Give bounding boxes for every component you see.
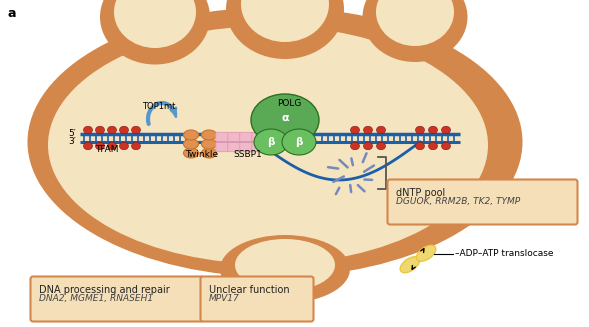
Ellipse shape bbox=[120, 126, 128, 134]
Text: SSBP1: SSBP1 bbox=[234, 150, 262, 159]
Ellipse shape bbox=[48, 26, 488, 264]
Ellipse shape bbox=[376, 142, 385, 150]
FancyBboxPatch shape bbox=[31, 277, 204, 321]
Ellipse shape bbox=[241, 0, 329, 42]
Ellipse shape bbox=[350, 126, 359, 134]
Ellipse shape bbox=[201, 148, 217, 158]
Ellipse shape bbox=[131, 126, 141, 134]
FancyBboxPatch shape bbox=[264, 132, 276, 142]
Text: 3′: 3′ bbox=[68, 137, 76, 146]
Ellipse shape bbox=[201, 130, 217, 140]
FancyBboxPatch shape bbox=[252, 142, 264, 152]
FancyBboxPatch shape bbox=[264, 142, 276, 152]
Text: DGUOK, RRM2B, TK2, TYMP: DGUOK, RRM2B, TK2, TYMP bbox=[396, 197, 520, 206]
Ellipse shape bbox=[235, 239, 335, 291]
FancyBboxPatch shape bbox=[388, 180, 577, 225]
Ellipse shape bbox=[416, 245, 436, 261]
Ellipse shape bbox=[184, 148, 198, 158]
Ellipse shape bbox=[363, 142, 372, 150]
Ellipse shape bbox=[413, 255, 423, 263]
Ellipse shape bbox=[131, 142, 141, 150]
Text: –ADP–ATP translocase: –ADP–ATP translocase bbox=[455, 250, 554, 259]
Text: β: β bbox=[267, 137, 274, 147]
Text: Unclear function: Unclear function bbox=[209, 285, 290, 295]
Ellipse shape bbox=[362, 0, 468, 62]
FancyBboxPatch shape bbox=[200, 277, 313, 321]
Ellipse shape bbox=[415, 126, 425, 134]
Text: MPV17: MPV17 bbox=[209, 294, 240, 303]
Ellipse shape bbox=[100, 0, 210, 64]
Ellipse shape bbox=[350, 142, 359, 150]
Ellipse shape bbox=[376, 0, 454, 46]
Text: β: β bbox=[295, 137, 303, 147]
Ellipse shape bbox=[184, 139, 198, 149]
FancyBboxPatch shape bbox=[216, 132, 228, 142]
Ellipse shape bbox=[400, 257, 419, 273]
FancyBboxPatch shape bbox=[216, 142, 228, 152]
Ellipse shape bbox=[415, 142, 425, 150]
FancyBboxPatch shape bbox=[240, 142, 252, 152]
Ellipse shape bbox=[363, 126, 372, 134]
Text: dNTP pool: dNTP pool bbox=[396, 188, 445, 198]
Text: TOP1mt: TOP1mt bbox=[143, 102, 176, 111]
Ellipse shape bbox=[95, 126, 104, 134]
Ellipse shape bbox=[442, 126, 451, 134]
Text: 5′: 5′ bbox=[68, 129, 76, 139]
Text: α: α bbox=[281, 113, 289, 123]
FancyBboxPatch shape bbox=[252, 132, 264, 142]
Text: Twinkle: Twinkle bbox=[186, 150, 219, 159]
Ellipse shape bbox=[429, 142, 438, 150]
Ellipse shape bbox=[120, 142, 128, 150]
Ellipse shape bbox=[442, 142, 451, 150]
Ellipse shape bbox=[95, 142, 104, 150]
Ellipse shape bbox=[201, 139, 217, 149]
Ellipse shape bbox=[282, 129, 316, 155]
Ellipse shape bbox=[429, 126, 438, 134]
Ellipse shape bbox=[220, 235, 350, 303]
Ellipse shape bbox=[114, 0, 196, 48]
Text: DNA processing and repair: DNA processing and repair bbox=[39, 285, 170, 295]
Ellipse shape bbox=[184, 130, 198, 140]
Ellipse shape bbox=[84, 126, 92, 134]
Ellipse shape bbox=[84, 142, 92, 150]
FancyBboxPatch shape bbox=[240, 132, 252, 142]
Ellipse shape bbox=[226, 0, 344, 59]
Text: a: a bbox=[7, 7, 15, 20]
Text: POLG: POLG bbox=[277, 99, 301, 108]
Ellipse shape bbox=[28, 7, 522, 277]
Ellipse shape bbox=[376, 126, 385, 134]
Ellipse shape bbox=[108, 126, 117, 134]
Ellipse shape bbox=[251, 94, 319, 146]
FancyBboxPatch shape bbox=[228, 142, 240, 152]
Text: DNA2, MGME1, RNASEH1: DNA2, MGME1, RNASEH1 bbox=[39, 294, 153, 303]
FancyBboxPatch shape bbox=[228, 132, 240, 142]
Ellipse shape bbox=[254, 129, 288, 155]
Text: TFAM: TFAM bbox=[95, 145, 119, 154]
Ellipse shape bbox=[108, 142, 117, 150]
